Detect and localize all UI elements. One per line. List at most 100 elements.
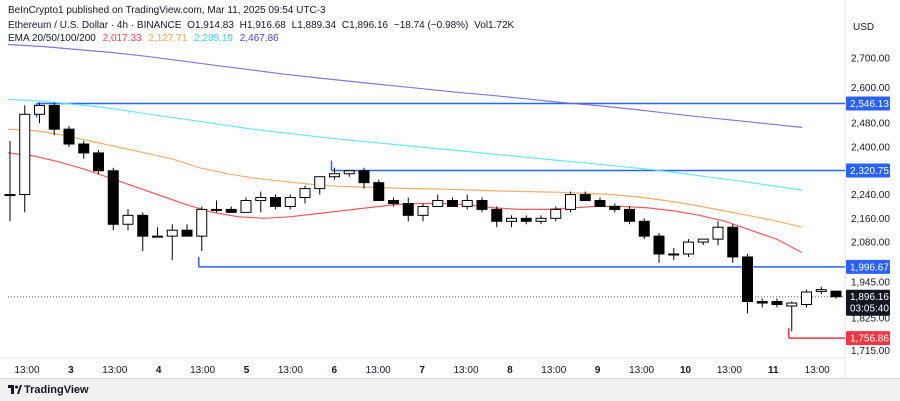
candle-body [668,253,680,256]
candle-body [137,214,149,237]
time-tick-label: 13:00 [541,365,566,376]
candle-body [93,152,104,172]
candle-body [815,289,827,292]
footer-brand[interactable]: TradingView [24,384,89,396]
price-chart[interactable]: 1,715.00 1,825.00 1,945.00 2,080.00 2,160.00… [0,0,900,378]
candle-body [417,205,429,216]
level-price-tag [846,331,890,346]
ohlc-legend: Ethereum / U.S. Dollar · 4h · BINANCE O1… [8,20,517,31]
time-tick-label: 10 [680,365,692,376]
time-tick-label: 6 [332,365,338,376]
candle-body [373,182,385,201]
ema100-value: 2,289.19 [194,33,234,44]
time-tick-label: 13:00 [190,365,215,376]
time-tick-label: 8 [507,365,513,376]
close-value: 1,896.16 [349,20,389,31]
time-tick-label: 13:00 [14,365,39,376]
candle-body [491,208,503,222]
level-price-label: 1,756.86 [850,334,889,345]
candle-body [329,173,340,178]
time-tick-label: 13:00 [717,365,742,376]
symbol-label[interactable]: Ethereum / U.S. Dollar · 4h · BINANCE [8,20,182,31]
candle-body [712,226,724,240]
volume-value: Vol1.72K [474,20,515,31]
candle-body [78,143,90,154]
open-value: 1,914.83 [194,20,234,31]
price-tick-label: 2,700.00 [851,53,890,64]
time-tick-label: 4 [156,365,162,376]
candle-body [388,199,399,204]
candle-body [756,301,768,304]
last-price-tag [846,289,890,316]
candle-body [181,229,193,237]
price-tick-label: 1,945.00 [851,278,890,289]
time-tick-label: 13:00 [102,365,127,376]
candle-body [299,188,311,199]
candle-body [535,217,547,222]
time-tick-label: 13:00 [805,365,830,376]
time-tick-label: 11 [768,365,779,376]
candle-body [727,226,739,258]
candle-body [255,197,267,201]
candle-body [402,202,414,216]
candle-body [63,128,75,145]
ema50-value: 2,127.71 [148,33,188,44]
close-label: C [341,20,350,31]
countdown-label: 03:05:40 [850,304,889,315]
candle-body [520,217,532,222]
price-tick-label: 2,480.00 [851,119,890,130]
high-value: 1,916.68 [246,20,286,31]
candle-body [609,205,621,210]
candles-layer [4,102,842,332]
time-axis: 13:00 3 13:00 4 13:00 5 13:00 6 13:00 7 13:00 8 13:0… [14,365,830,376]
ema-line [7,152,803,254]
candle-body [476,199,488,210]
candle-body [565,194,576,210]
candle-body [152,235,163,238]
publish-line: BeInCrypto1 published on TradingView.com… [8,5,326,16]
footer-bar: TradingView [0,378,900,401]
candle-body [579,194,591,201]
candle-body [461,199,473,207]
ema-line [7,128,803,228]
level-price-tag [846,96,890,111]
ema-label[interactable]: EMA 20/50/100/200 [8,33,96,44]
candle-body [48,104,60,130]
candle-body [624,208,635,222]
price-tags-layer: 2,546.13 2,320.75 1,996.67 1,756.86 1,896.16… [846,96,890,346]
candle-body [196,208,208,237]
last-price-label: 1,896.16 [850,292,889,303]
candle-body [447,199,458,207]
candle-body [550,208,562,219]
candle-body [638,220,650,237]
candle-body [122,214,134,225]
ema-line [7,98,803,191]
price-tick-label: 1,715.00 [851,346,890,357]
time-tick-label: 7 [419,365,425,376]
price-tick-label: 1,825.00 [851,313,890,324]
candle-body [343,170,355,175]
candle-body [786,302,798,307]
ema-legend: EMA 20/50/100/200 2,017.33 2,127.71 2,28… [8,33,283,44]
tradingview-logo-icon[interactable] [8,385,22,395]
candle-body [211,208,222,211]
ema-line [7,43,803,128]
candle-body [19,113,31,196]
candle-body [771,301,783,306]
candle-body [506,217,517,222]
price-tick-label: 2,160.00 [851,214,890,225]
level-price-label: 1,996.67 [850,262,889,273]
time-tick-label: 13:00 [366,365,391,376]
candle-body [240,199,252,213]
candle-body [225,208,237,213]
candle-body [594,199,606,207]
candle-body [4,194,16,197]
change-value: −18.74 (−0.98%) [393,20,469,31]
time-tick-label: 5 [244,365,250,376]
price-tick-label: 2,080.00 [851,238,890,249]
candle-body [801,291,812,306]
price-tick-label: 2,600.00 [851,83,890,94]
candle-body [683,241,694,255]
time-tick-label: 13:00 [453,365,478,376]
